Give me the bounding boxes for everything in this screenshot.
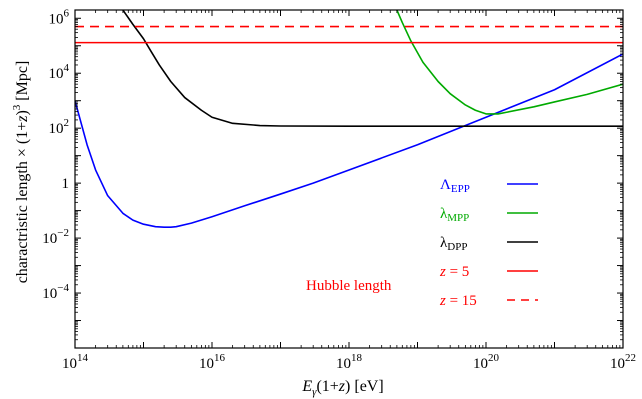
legend-label-4: z = 15 <box>439 293 477 309</box>
y-tick-label: 104 <box>49 62 70 82</box>
x-axis-label: Eγ(1+z) [eV] <box>301 378 383 398</box>
legend-label-0: ΛEPP <box>440 177 470 195</box>
legend-label-2: λDPP <box>440 235 467 253</box>
x-tick-label: 1018 <box>336 352 363 372</box>
y-tick-label: 102 <box>49 117 70 137</box>
legend: ΛEPP λMPP λDPP z = 5 z = 15 <box>439 177 538 309</box>
y-tick-label: 10−4 <box>42 282 69 302</box>
legend-label-3: z = 5 <box>439 264 469 280</box>
x-tick-label: 1020 <box>473 352 500 372</box>
series-line-2 <box>122 10 623 128</box>
series-line-1 <box>396 10 623 115</box>
plot-area <box>74 9 624 349</box>
y-axis-label: charactristic length × (1+z)3 [Mpc] <box>11 61 31 284</box>
series-line-0 <box>75 53 623 228</box>
y-tick-label: 10−2 <box>42 227 69 247</box>
y-axis: 10−4 10−2 1 102 104 106 <box>42 7 623 349</box>
x-tick-label: 1022 <box>610 352 636 372</box>
x-axis: 1014 1016 1018 1020 1022 <box>62 10 636 372</box>
x-tick-label: 1014 <box>62 352 89 372</box>
y-tick-label: 106 <box>49 7 70 27</box>
legend-label-1: λMPP <box>440 206 469 224</box>
hubble-length-annotation: Hubble length <box>306 278 392 294</box>
y-tick-label: 1 <box>62 176 70 192</box>
x-tick-label: 1016 <box>199 352 226 372</box>
